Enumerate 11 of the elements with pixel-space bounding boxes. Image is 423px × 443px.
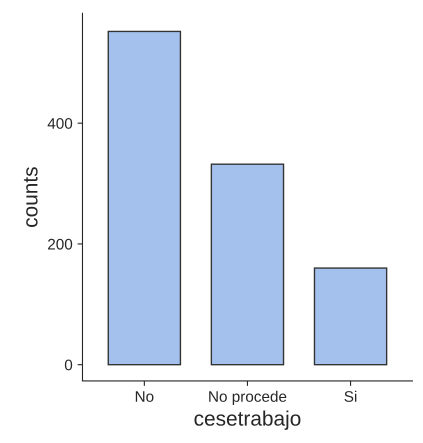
x-tick-label: No: [136, 391, 154, 402]
bar: [210, 164, 284, 366]
x-tick-label: No procede: [209, 390, 286, 405]
x-tick-label: Si: [344, 390, 356, 402]
x-axis-title: cesetrabajo: [194, 410, 300, 430]
y-tick-label: 0: [64, 360, 72, 370]
y-tick-label: 200: [48, 238, 72, 250]
y-tick-label: 400: [48, 118, 72, 129]
y-axis-title: counts: [24, 167, 38, 227]
bar: [314, 267, 388, 366]
bar: [108, 30, 182, 366]
